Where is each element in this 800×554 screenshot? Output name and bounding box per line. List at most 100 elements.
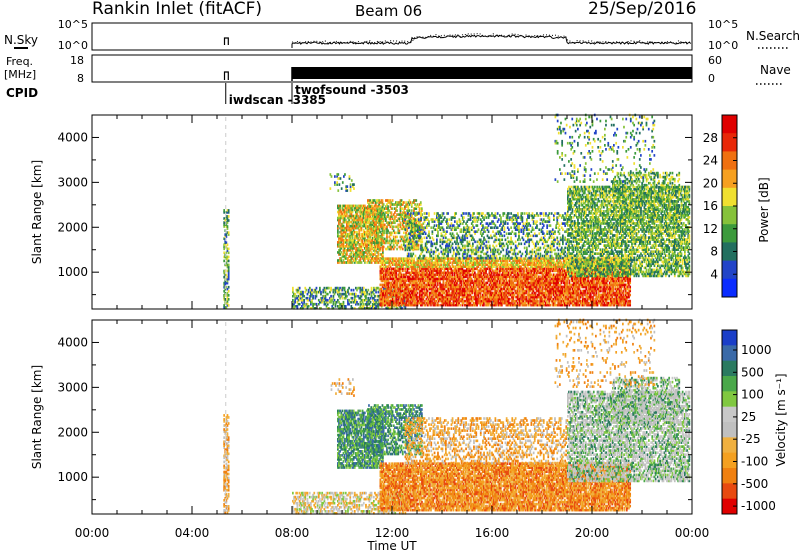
power-cell-701 xyxy=(340,216,343,220)
power-cell-1698 xyxy=(386,227,388,231)
power-cell-3363 xyxy=(453,269,456,273)
power-cell-3384 xyxy=(454,269,457,273)
power-cell-345 xyxy=(341,294,344,298)
power-cell-1902 xyxy=(405,231,407,235)
power-cell-1700 xyxy=(386,221,388,225)
power-cell-4010 xyxy=(493,297,495,301)
power-cell-1676 xyxy=(383,223,386,227)
power-cell-1832 xyxy=(398,213,401,216)
power-cell-3568 xyxy=(466,283,468,287)
power-cell-3989 xyxy=(490,261,493,265)
power-cell-845 xyxy=(348,218,351,222)
power-cell-4331 xyxy=(511,287,513,291)
power-cell-3467 xyxy=(459,259,462,263)
power-cell-4201 xyxy=(503,269,506,273)
power-cell-1565 xyxy=(374,215,377,219)
power-cell-1080 xyxy=(360,234,363,238)
power-cell-3407 xyxy=(456,261,458,265)
power-cell-2568 xyxy=(407,289,410,293)
power-cell-1000 xyxy=(356,224,358,228)
power-cell-3087 xyxy=(438,299,440,303)
power-cell-3724 xyxy=(475,273,477,277)
power-cell-3730 xyxy=(476,303,478,307)
power-cell-1393 xyxy=(378,259,381,262)
power-cell-2141 xyxy=(381,275,384,279)
power-cell-2111 xyxy=(380,297,383,301)
power-cell-3984 xyxy=(490,273,493,277)
power-cell-2615 xyxy=(409,259,412,263)
power-cell-895 xyxy=(350,214,353,218)
power-cell-1684 xyxy=(385,227,387,231)
power-cell-3135 xyxy=(440,269,442,273)
power-cell-161 xyxy=(298,302,301,306)
power-cell-2441 xyxy=(399,281,402,285)
power-cell-2308 xyxy=(391,279,394,283)
power-cell-3353 xyxy=(453,291,456,295)
power-cell-3261 xyxy=(448,289,450,293)
power-cell-1219 xyxy=(368,251,371,254)
power-cell-1153 xyxy=(364,208,366,212)
power-cell-2287 xyxy=(390,293,393,297)
power-cell-1879 xyxy=(403,237,405,241)
power-cell-1548 xyxy=(373,241,376,245)
power-cell-2731 xyxy=(416,267,419,271)
power-cell-801 xyxy=(346,232,348,236)
power-cell-3438 xyxy=(458,279,460,283)
power-cell-916 xyxy=(351,218,354,222)
power-cell-2660 xyxy=(413,295,415,299)
power-cell-354 xyxy=(343,305,346,308)
power-cell-2710 xyxy=(415,275,418,279)
power-cell-2444 xyxy=(399,275,402,279)
power-cell-1713 xyxy=(387,211,389,214)
power-cell-3671 xyxy=(471,263,474,267)
power-cell-3346 xyxy=(452,257,455,261)
power-cell-2381 xyxy=(396,287,399,291)
power-cell-109 xyxy=(227,277,230,281)
power-cell-1887 xyxy=(403,213,405,216)
power-cell-797 xyxy=(346,243,348,246)
power-cell-3273 xyxy=(448,257,450,261)
power-cell-106 xyxy=(227,294,230,297)
power-cell-1060 xyxy=(359,224,362,228)
power-cell-64 xyxy=(225,245,228,249)
power-cell-2199 xyxy=(385,275,387,279)
power-cell-3503 xyxy=(462,301,465,305)
power-cell-2814 xyxy=(421,257,423,261)
power-cell-2120 xyxy=(380,275,383,279)
power-cell-2271 xyxy=(389,287,392,291)
power-cell-3567 xyxy=(466,285,468,289)
power-cell-6 xyxy=(223,285,226,289)
power-cell-618 xyxy=(404,307,407,310)
power-cell-4011 xyxy=(493,295,495,299)
power-cell-668 xyxy=(339,245,342,248)
power-cell-3435 xyxy=(458,287,460,291)
power-cell-2754 xyxy=(418,299,421,303)
power-cell-3998 xyxy=(492,285,494,289)
power-cell-2944 xyxy=(429,263,431,267)
power-cell-448 xyxy=(365,302,367,306)
power-cell-2039 xyxy=(417,239,420,243)
power-cell-2495 xyxy=(403,289,405,293)
power-cell-3956 xyxy=(489,287,492,291)
power-cell-214 xyxy=(310,290,312,294)
power-cell-2720 xyxy=(416,295,419,299)
power-cell-2218 xyxy=(386,277,389,281)
power-cell-939 xyxy=(352,216,355,220)
power-cell-3096 xyxy=(438,275,440,279)
power-cell-3562 xyxy=(466,297,468,301)
noise-search-label: N.Search xyxy=(746,29,800,43)
power-cell-1662 xyxy=(382,225,385,229)
power-cell-921 xyxy=(351,204,354,208)
power-cell-2801 xyxy=(421,287,423,291)
power-cell-3623 xyxy=(469,301,472,305)
power-cell-2576 xyxy=(407,267,410,271)
power-cell-1166 xyxy=(365,230,367,234)
power-cell-3563 xyxy=(466,295,468,299)
power-cell-3372 xyxy=(454,295,457,299)
power-cell-1875 xyxy=(401,201,404,204)
power-cell-397 xyxy=(355,302,357,306)
power-cell-2144 xyxy=(381,267,384,271)
power-cell-2570 xyxy=(407,285,410,289)
power-cell-3210 xyxy=(444,263,447,267)
power-cell-1717 xyxy=(387,201,389,204)
